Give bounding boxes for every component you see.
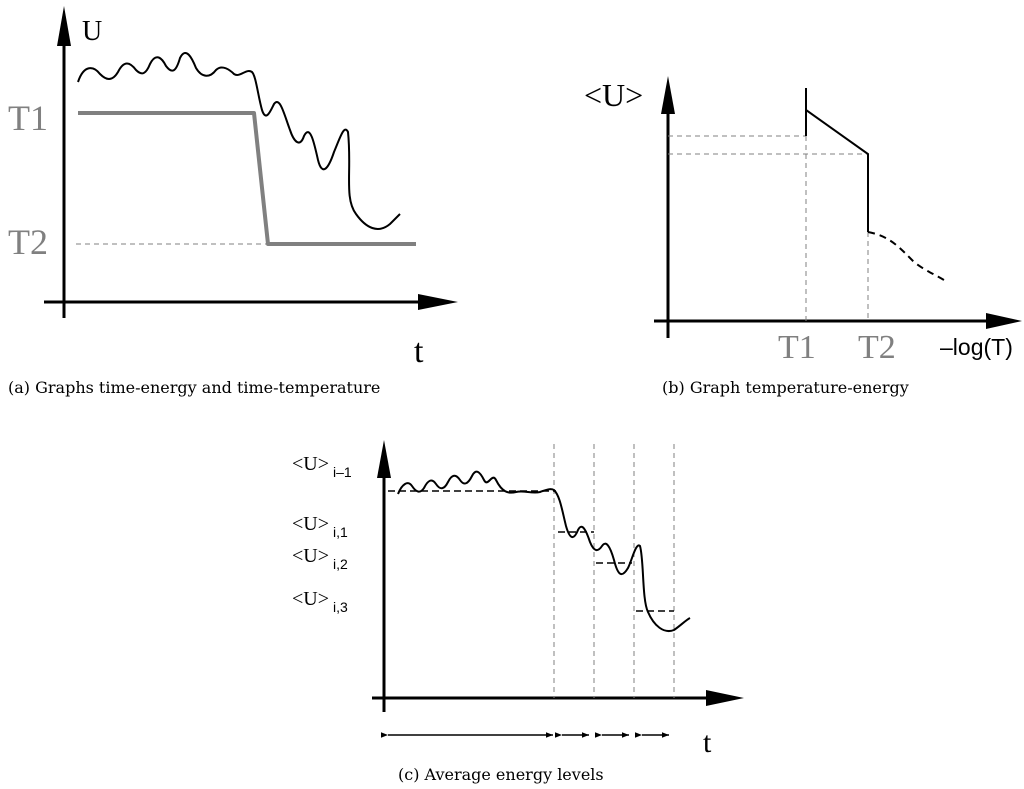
panel-c-x-axis-label: t [703,726,712,759]
panel-c-y-arrowhead [377,440,391,478]
panel-b-y-axis-label: <U> [584,77,643,113]
panel-a-t1-label: T1 [8,98,48,138]
panel-c-level-label-2: <U> i,2 [292,545,348,572]
panel-b-tick-t2: T2 [858,329,896,366]
panel-c-x-arrowhead [706,690,744,706]
panel-c-level-label-0: <U> i–1 [292,453,352,480]
panel-c-caption: (c) Average energy levels [398,765,604,784]
panel-a-caption: (a) Graphs time-energy and time-temperat… [8,378,380,397]
panel-b-x-axis-label: –log(T) [940,334,1013,360]
panel-c: <U> i–1 <U> i,1 <U> i,2 <U> i,3 t (c) Averag… [292,440,744,784]
panel-b-energy-curve [805,88,869,232]
panel-c-level-label-3: <U> i,3 [292,588,348,615]
panel-b-extrapolation [867,231,945,281]
panel-b: <U> T1 T2 –log(T) (b) Graph temperature-… [584,76,1022,397]
panel-b-caption: (b) Graph temperature-energy [662,378,909,397]
panel-a-x-arrowhead [418,294,458,310]
panel-a-x-axis-label: t [414,333,424,370]
panel-a-temperature-line [78,111,416,246]
panel-a-y-axis-label: U [82,16,102,47]
panel-b-tick-t1: T1 [778,329,816,366]
panel-a-y-arrowhead [57,6,71,46]
panel-c-energy-curve [397,470,691,632]
panel-c-level-label-1: <U> i,1 [292,513,348,540]
panel-a-energy-curve [77,52,401,230]
panel-b-y-arrowhead [661,76,675,114]
panel-a: U t T1 T2 (a) Graphs time-energy and tim… [8,6,458,397]
panel-a-t2-label: T2 [8,222,48,262]
panel-b-x-arrowhead [986,313,1022,329]
